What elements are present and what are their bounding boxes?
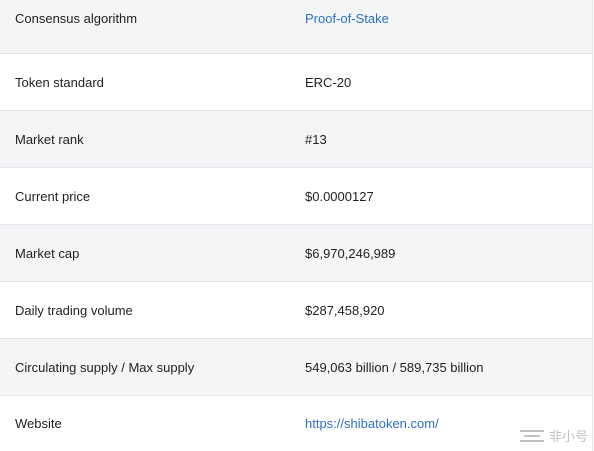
row-value: $287,458,920 [305, 302, 385, 318]
consensus-algorithm-link[interactable]: Proof-of-Stake [305, 11, 389, 26]
watermark-text: 非小号 [548, 430, 588, 445]
row-label: Daily trading volume [15, 302, 133, 318]
row-value: #13 [305, 131, 327, 147]
row-label: Consensus algorithm [15, 11, 138, 26]
row-label: Current price [15, 188, 91, 204]
table-row-current-price: Current price $0.0000127 [0, 167, 592, 224]
watermark: 非小号 [519, 426, 588, 445]
feixiaohao-logo-icon [519, 429, 545, 443]
row-label: Market rank [15, 131, 84, 147]
table-row-website: Website https://shibatoken.com/ [0, 395, 592, 451]
row-label: Website [15, 416, 62, 431]
row-label: Token standard [15, 74, 104, 90]
row-label: Market cap [15, 245, 80, 261]
table-row-token-standard: Token standard ERC-20 [0, 53, 592, 110]
row-value: ERC-20 [305, 74, 352, 90]
row-value: $6,970,246,989 [305, 245, 396, 261]
row-label: Circulating supply / Max supply [15, 359, 195, 375]
table-row-market-cap: Market cap $6,970,246,989 [0, 224, 592, 281]
table-row-consensus-algorithm: Consensus algorithm Proof-of-Stake [0, 0, 592, 53]
website-link[interactable]: https://shibatoken.com/ [305, 416, 439, 431]
table-row-market-rank: Market rank #13 [0, 110, 592, 167]
table-row-daily-trading-volume: Daily trading volume $287,458,920 [0, 281, 592, 338]
row-value: $0.0000127 [305, 188, 374, 204]
table-row-supply: Circulating supply / Max supply 549,063 … [0, 338, 592, 395]
row-value: 549,063 billion / 589,735 billion [305, 359, 484, 375]
